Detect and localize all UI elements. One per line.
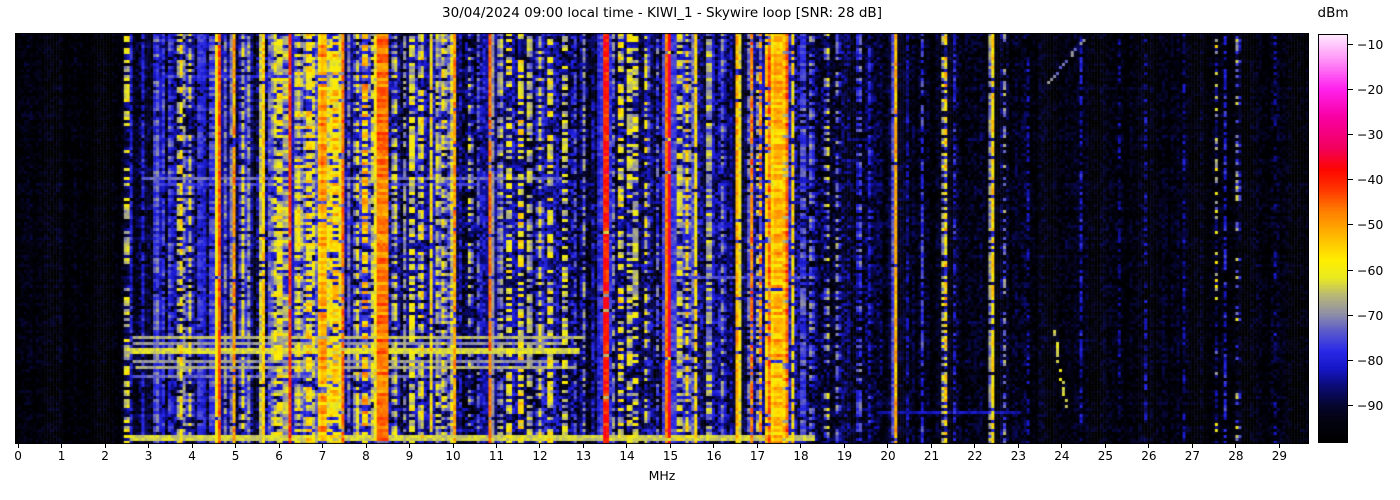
colorbar-tick [1348,314,1353,316]
x-tick-label: 2 [101,449,109,463]
x-tick [582,444,584,448]
x-tick [669,444,671,448]
chart-title: 30/04/2024 09:00 local time - KIWI_1 - S… [442,5,882,21]
x-tick-label: 23 [1010,449,1027,463]
x-tick-label: 22 [967,449,983,463]
x-tick [452,444,454,448]
x-tick-label: 6 [275,449,283,463]
colorbar-tick-label: −80 [1357,353,1384,369]
x-tick [843,444,845,448]
x-tick-label: 28 [1228,449,1244,463]
x-tick [61,444,63,448]
x-axis-label: MHz [648,468,676,483]
waterfall-plot [15,33,1309,444]
colorbar-tick [1348,88,1353,90]
x-tick-label: 9 [405,449,414,463]
x-tick-label: 21 [923,449,940,463]
x-tick [191,444,193,448]
x-tick-label: 16 [706,449,722,463]
x-tick-label: 1 [57,449,66,463]
colorbar-tick [1348,269,1353,271]
colorbar-tick [1348,179,1353,181]
x-tick [887,444,889,448]
x-tick [235,444,237,448]
colorbar-tick-label: −40 [1357,172,1384,188]
x-tick-label: 12 [532,449,548,463]
colorbar-tick-label: −50 [1357,217,1384,233]
colorbar-tick-label: −10 [1357,36,1384,52]
x-tick-label: 15 [662,449,679,463]
x-tick [17,444,19,448]
x-tick-label: 19 [836,449,853,463]
x-tick [974,444,976,448]
x-tick [1148,444,1150,448]
colorbar-tick-label: −30 [1357,126,1384,142]
x-tick-label: 0 [14,449,22,463]
x-tick [495,444,497,448]
x-tick-label: 20 [880,449,896,463]
colorbar-tick-label: −70 [1357,307,1384,323]
colorbar [1318,34,1348,443]
x-tick [930,444,932,448]
x-tick [1061,444,1063,448]
x-tick [148,444,150,448]
colorbar-tick-label: −60 [1357,262,1384,278]
x-tick [1017,444,1019,448]
colorbar-tick [1348,43,1353,45]
x-tick [409,444,410,448]
x-tick-label: 5 [231,449,240,463]
x-tick-label: 3 [144,449,153,463]
x-tick [800,444,802,448]
x-tick [278,444,280,448]
x-tick [713,444,715,448]
x-tick-label: 25 [1097,449,1114,463]
colorbar-tick-label: −20 [1357,81,1384,97]
x-tick [1278,444,1280,448]
x-tick-label: 24 [1054,449,1070,463]
colorbar-tick [1348,360,1353,362]
x-tick-label: 10 [445,449,461,463]
colorbar-tick-label: −90 [1357,398,1384,414]
x-tick-label: 4 [188,449,196,463]
colorbar-tick [1348,405,1353,407]
x-tick-label: 17 [749,449,766,463]
x-tick-label: 11 [488,449,505,463]
x-tick [322,444,323,448]
colorbar-label: dBm [1317,5,1349,21]
x-tick-label: 8 [362,449,370,463]
x-tick [756,444,758,448]
x-tick [365,444,367,448]
x-tick-label: 13 [575,449,592,463]
x-tick [1104,444,1106,448]
x-tick [1235,444,1237,448]
colorbar-tick [1348,224,1353,226]
x-tick [626,444,628,448]
x-tick [1191,444,1193,448]
colorbar-tick [1348,133,1353,135]
x-tick [539,444,541,448]
x-tick-label: 14 [619,449,635,463]
x-tick-label: 7 [318,449,327,463]
x-tick [104,444,106,448]
x-tick-label: 26 [1141,449,1157,463]
x-tick-label: 27 [1184,449,1201,463]
x-tick-label: 18 [793,449,809,463]
x-tick-label: 29 [1271,449,1288,463]
